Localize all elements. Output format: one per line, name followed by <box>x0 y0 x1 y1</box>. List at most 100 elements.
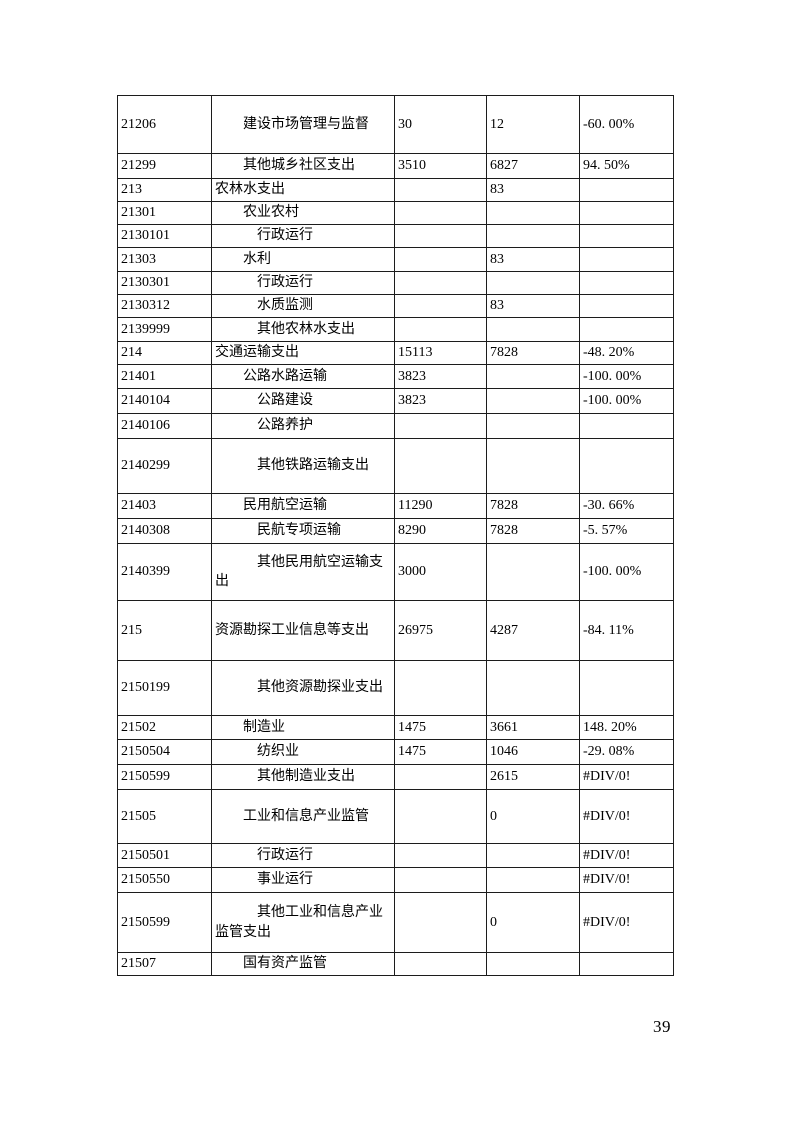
value2-cell <box>486 317 580 342</box>
change-pct-cell <box>579 317 674 342</box>
change-pct-cell: -84. 11% <box>579 600 674 661</box>
table-row: 2139999 其他农林水支出 <box>117 317 674 342</box>
item-name-cell: 民用航空运输 <box>211 493 395 519</box>
item-name-cell: 事业运行 <box>211 867 395 893</box>
item-name-cell: 公路养护 <box>211 413 395 439</box>
value1-cell <box>394 764 487 790</box>
item-name-cell: 纺织业 <box>211 739 395 765</box>
value1-cell: 3510 <box>394 153 487 179</box>
change-pct-cell: -60. 00% <box>579 95 674 154</box>
budget-table: 21206 建设市场管理与监督 30 12 -60. 00% 21299 其他城乡社区支出 3… <box>117 95 674 976</box>
code-cell: 2140106 <box>117 413 212 439</box>
code-cell: 2140299 <box>117 438 212 494</box>
value1-cell <box>394 789 487 844</box>
code-cell: 2140399 <box>117 543 212 601</box>
code-cell: 2150504 <box>117 739 212 765</box>
code-cell: 213 <box>117 178 212 202</box>
value1-cell <box>394 271 487 295</box>
change-pct-cell: -100. 00% <box>579 388 674 414</box>
table-row: 21206 建设市场管理与监督 30 12 -60. 00% <box>117 95 674 154</box>
value2-cell <box>486 843 580 868</box>
value2-cell: 0 <box>486 789 580 844</box>
code-cell: 21403 <box>117 493 212 519</box>
change-pct-cell: -100. 00% <box>579 364 674 389</box>
table-row: 2150199 其他资源勘探业支出 <box>117 660 674 716</box>
change-pct-cell <box>579 178 674 202</box>
change-pct-cell: 148. 20% <box>579 715 674 740</box>
table-row: 215 资源勘探工业信息等支出 26975 4287 -84. 11% <box>117 600 674 661</box>
table-row: 2150501 行政运行 #DIV/0! <box>117 843 674 868</box>
code-cell: 2130301 <box>117 271 212 295</box>
item-name-cell: 公路水路运输 <box>211 364 395 389</box>
item-name-cell: 其他民用航空运输支出 <box>211 543 395 601</box>
change-pct-cell <box>579 224 674 248</box>
value2-cell: 83 <box>486 294 580 318</box>
item-name-cell: 农林水支出 <box>211 178 395 202</box>
code-cell: 2150550 <box>117 867 212 893</box>
item-name-cell: 行政运行 <box>211 224 395 248</box>
code-cell: 2150199 <box>117 660 212 716</box>
table-row: 2150599 其他制造业支出 2615 #DIV/0! <box>117 764 674 790</box>
table-row: 21505 工业和信息产业监管 0 #DIV/0! <box>117 789 674 844</box>
item-name-cell: 行政运行 <box>211 843 395 868</box>
code-cell: 21507 <box>117 952 212 976</box>
change-pct-cell: #DIV/0! <box>579 789 674 844</box>
value1-cell: 8290 <box>394 518 487 544</box>
value2-cell: 7828 <box>486 341 580 365</box>
value2-cell: 4287 <box>486 600 580 661</box>
value2-cell <box>486 952 580 976</box>
value1-cell <box>394 294 487 318</box>
change-pct-cell: #DIV/0! <box>579 892 674 953</box>
item-name-cell: 水质监测 <box>211 294 395 318</box>
value2-cell <box>486 438 580 494</box>
value1-cell: 3823 <box>394 364 487 389</box>
change-pct-cell <box>579 438 674 494</box>
value2-cell: 1046 <box>486 739 580 765</box>
table-row: 2130101 行政运行 <box>117 224 674 248</box>
table-row: 2140399 其他民用航空运输支出 3000 -100. 00% <box>117 543 674 601</box>
code-cell: 21206 <box>117 95 212 154</box>
value1-cell: 11290 <box>394 493 487 519</box>
change-pct-cell: 94. 50% <box>579 153 674 179</box>
page-number: 39 <box>653 1017 671 1036</box>
change-pct-cell: -48. 20% <box>579 341 674 365</box>
code-cell: 214 <box>117 341 212 365</box>
change-pct-cell: #DIV/0! <box>579 843 674 868</box>
value2-cell: 0 <box>486 892 580 953</box>
change-pct-cell <box>579 201 674 225</box>
code-cell: 2139999 <box>117 317 212 342</box>
value2-cell: 2615 <box>486 764 580 790</box>
value1-cell <box>394 413 487 439</box>
table-row: 2140106 公路养护 <box>117 413 674 439</box>
code-cell: 21301 <box>117 201 212 225</box>
change-pct-cell: -5. 57% <box>579 518 674 544</box>
code-cell: 21401 <box>117 364 212 389</box>
code-cell: 215 <box>117 600 212 661</box>
table-row: 2140308 民航专项运输 8290 7828 -5. 57% <box>117 518 674 544</box>
item-name-cell: 农业农村 <box>211 201 395 225</box>
value2-cell: 6827 <box>486 153 580 179</box>
value1-cell <box>394 843 487 868</box>
budget-table-body: 21206 建设市场管理与监督 30 12 -60. 00% 21299 其他城乡社区支出 3… <box>117 95 674 976</box>
table-row: 2130301 行政运行 <box>117 271 674 295</box>
table-row: 21303 水利 83 <box>117 247 674 272</box>
item-name-cell: 其他城乡社区支出 <box>211 153 395 179</box>
item-name-cell: 民航专项运输 <box>211 518 395 544</box>
item-name-cell: 其他农林水支出 <box>211 317 395 342</box>
value1-cell <box>394 178 487 202</box>
table-row: 21507 国有资产监管 <box>117 952 674 976</box>
code-cell: 2150599 <box>117 892 212 953</box>
item-name-cell: 国有资产监管 <box>211 952 395 976</box>
table-row: 2150550 事业运行 #DIV/0! <box>117 867 674 893</box>
table-row: 2140299 其他铁路运输支出 <box>117 438 674 494</box>
table-row: 21403 民用航空运输 11290 7828 -30. 66% <box>117 493 674 519</box>
table-row: 21502 制造业 1475 3661 148. 20% <box>117 715 674 740</box>
value2-cell <box>486 388 580 414</box>
code-cell: 21303 <box>117 247 212 272</box>
item-name-cell: 其他资源勘探业支出 <box>211 660 395 716</box>
change-pct-cell: -30. 66% <box>579 493 674 519</box>
value2-cell <box>486 543 580 601</box>
table-row: 21299 其他城乡社区支出 3510 6827 94. 50% <box>117 153 674 179</box>
change-pct-cell: #DIV/0! <box>579 764 674 790</box>
item-name-cell: 其他工业和信息产业监管支出 <box>211 892 395 953</box>
